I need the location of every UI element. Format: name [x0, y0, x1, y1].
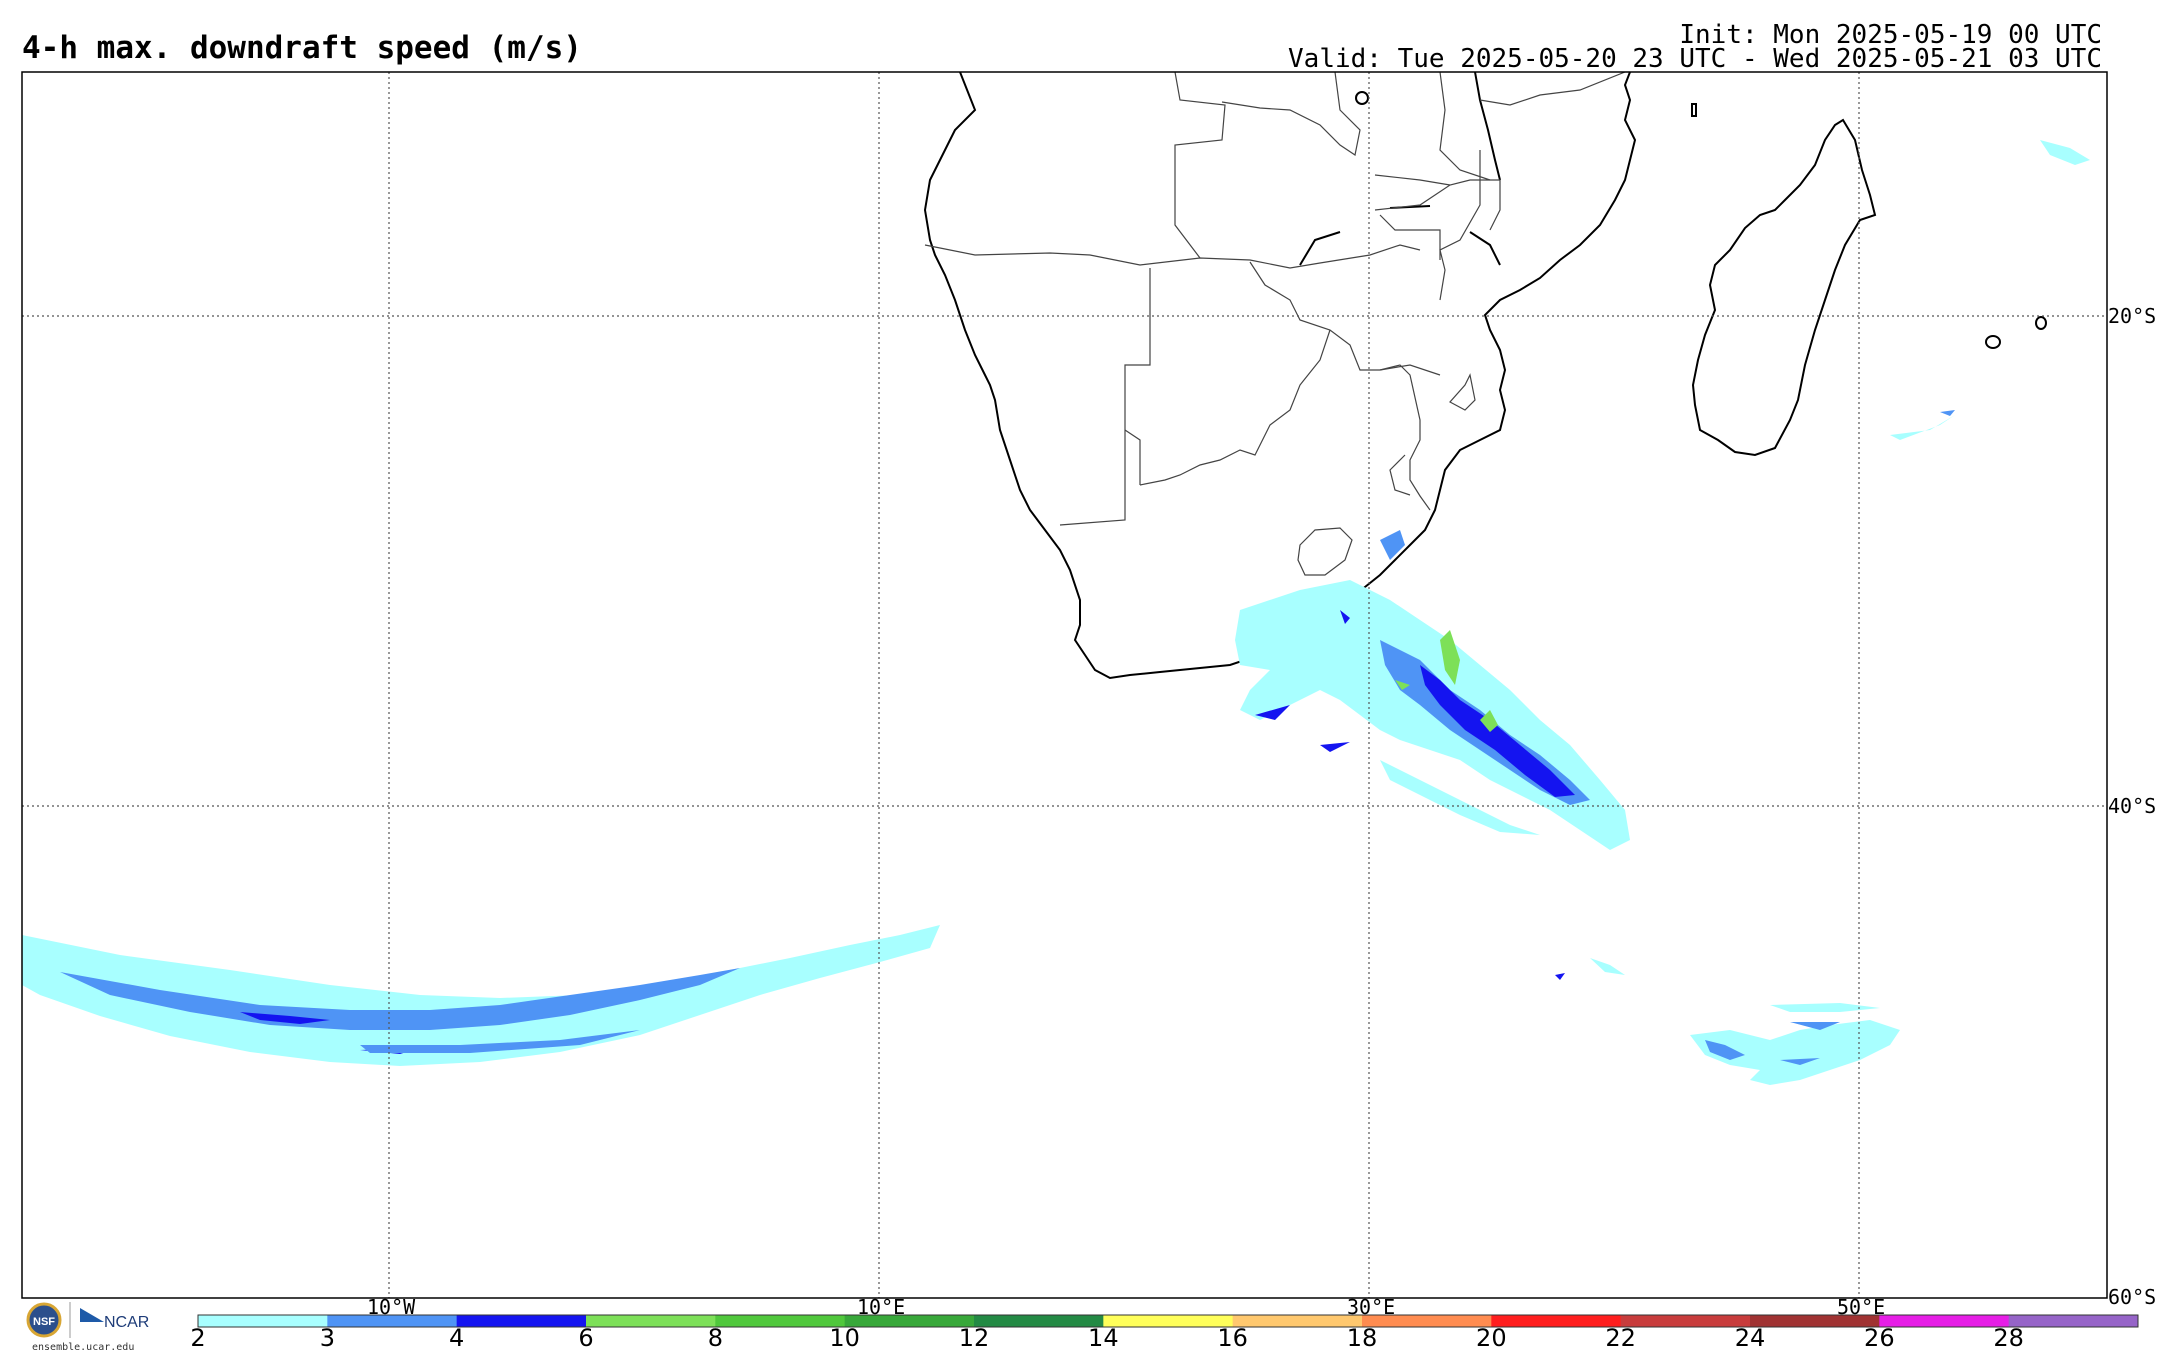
lat-label-20s: 20°S [2108, 304, 2156, 328]
colorbar-tick-label: 16 [1217, 1324, 1248, 1352]
colorbar-swatch [327, 1315, 458, 1327]
lake-outline [1299, 231, 1341, 266]
colorbar-tick-label: 8 [708, 1324, 723, 1352]
colorbar-swatch [2008, 1315, 2139, 1327]
colorbar-tick-label: 22 [1605, 1324, 1636, 1352]
africa-coastline [923, 72, 1637, 680]
colorbar-tick-label: 28 [1993, 1324, 2024, 1352]
colorbar-swatch [974, 1315, 1104, 1327]
colorbar-swatch [456, 1315, 587, 1327]
colorbar-swatch [1750, 1315, 1880, 1327]
colorbar-tick-label: 10 [829, 1324, 860, 1352]
lat-label-60s: 60°S [2108, 1285, 2156, 1309]
country-borders [924, 72, 1626, 576]
colorbar-swatch [586, 1315, 716, 1327]
colorbar-swatch [1879, 1315, 2010, 1327]
nsf-logo: NSF [26, 1302, 62, 1338]
colorbar-frame [197, 1314, 2139, 1328]
colorbar-swatch [1362, 1315, 1492, 1327]
colorbar-tick-label: 4 [449, 1324, 464, 1352]
colorbar-swatch [844, 1315, 975, 1327]
lat-label-40s: 40°S [2108, 794, 2156, 818]
colorbar-swatch [198, 1315, 328, 1327]
svg-text:NSF: NSF [33, 1316, 55, 1328]
init-time: Init: Mon 2025-05-19 00 UTC [1679, 20, 2102, 50]
lake-outline [1469, 231, 1501, 266]
colorbar-tick-label: 3 [320, 1324, 335, 1352]
downdraft-swath-atlantic [22, 925, 940, 1066]
downdraft-swath-agulhas [1235, 530, 1630, 850]
colorbar-swatch [715, 1315, 846, 1327]
ncar-logo: NCAR [80, 1308, 149, 1331]
island-outline [1691, 103, 1697, 117]
island-outline [1355, 91, 1369, 105]
colorbar-tick-label: 14 [1088, 1324, 1119, 1352]
svg-text:NCAR: NCAR [104, 1314, 149, 1331]
colorbar-tick-label: 6 [578, 1324, 593, 1352]
colorbar: 2 3 4 6 8 10 12 14 16 18 20 22 24 26 28 [190, 1314, 2139, 1352]
colorbar-tick-label: 26 [1864, 1324, 1895, 1352]
island-outline [1985, 335, 2001, 349]
colorbar-tick-label: 18 [1347, 1324, 1378, 1352]
chart-title: 4-h max. downdraft speed (m/s) [22, 30, 582, 66]
valid-time: Valid: Tue 2025-05-20 23 UTC - Wed 2025-… [1288, 44, 2102, 74]
colorbar-swatch [1103, 1315, 1234, 1327]
colorbar-swatch [1620, 1315, 1751, 1327]
map-frame [21, 71, 2108, 1299]
graticule [22, 72, 2107, 1298]
map-content [22, 72, 2090, 1085]
ensemble-url: ensemble.ucar.edu [32, 1342, 134, 1353]
madagascar-outline [1691, 118, 1877, 457]
colorbar-swatch [1491, 1315, 1622, 1327]
colorbar-tick-label: 12 [959, 1324, 990, 1352]
downdraft-swath-indian [1555, 140, 2090, 1085]
colorbar-tick-label: 24 [1735, 1324, 1766, 1352]
colorbar-tick-label: 2 [190, 1324, 205, 1352]
island-outline [2035, 316, 2047, 330]
lake-outline [1474, 72, 1501, 181]
colorbar-tick-label: 20 [1476, 1324, 1507, 1352]
colorbar-swatch [1232, 1315, 1363, 1327]
